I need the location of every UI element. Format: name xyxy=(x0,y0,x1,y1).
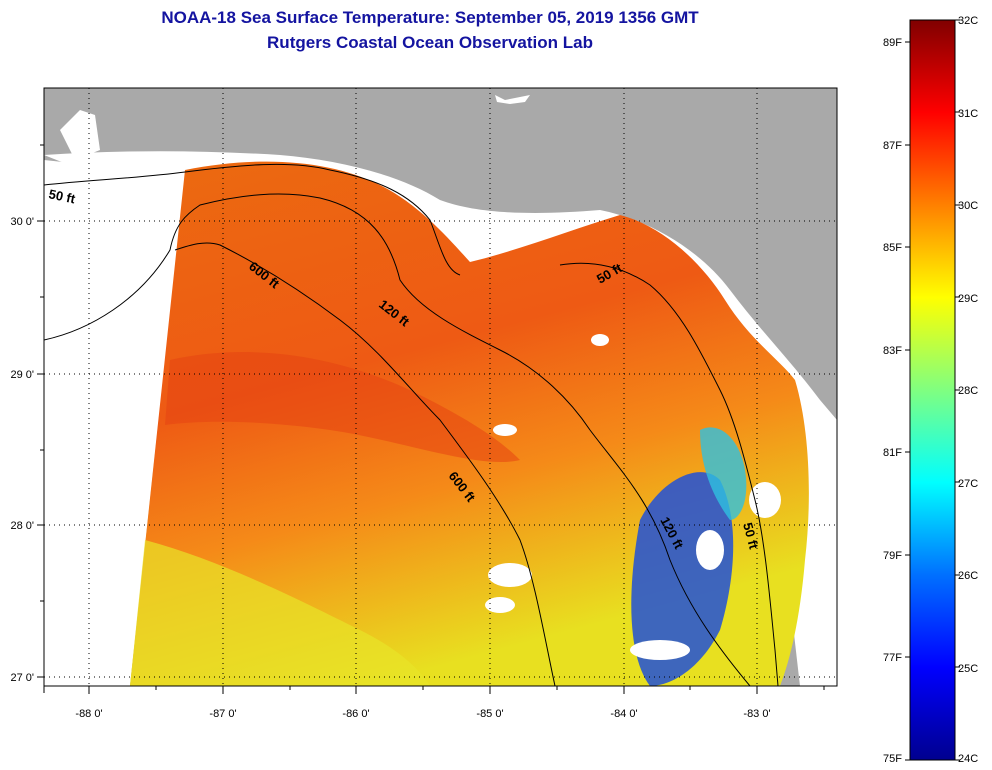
colorbar-celsius-label: 32C xyxy=(958,15,978,27)
cloud-gap xyxy=(749,482,781,518)
contour-120ft xyxy=(44,193,751,686)
colorbar-celsius-label: 28C xyxy=(958,385,978,397)
lon-tick-label: -83 0' xyxy=(743,708,770,720)
warm-core xyxy=(165,352,520,463)
colorbar-fahrenheit-label: 75F xyxy=(883,753,902,765)
no-data-sea xyxy=(44,160,185,686)
lon-tick-label: -88 0' xyxy=(75,708,102,720)
contour-label: 50 ft xyxy=(47,186,77,206)
contour-600ft xyxy=(174,242,556,686)
lon-tick-label: -86 0' xyxy=(342,708,369,720)
lat-tick-label: 29 0' xyxy=(10,369,34,381)
colorbar-ticks xyxy=(905,19,960,761)
colorbar-fahrenheit-label: 77F xyxy=(883,652,902,664)
land-outline xyxy=(495,95,530,104)
colorbar-fahrenheit-label: 89F xyxy=(883,37,902,49)
cool-plume xyxy=(631,472,734,686)
cool-plume-edge xyxy=(700,427,747,520)
colorbar-celsius-label: 30C xyxy=(958,200,978,212)
colorbar xyxy=(909,19,956,761)
cloud-gap xyxy=(630,640,690,660)
lon-tick-label: -87 0' xyxy=(209,708,236,720)
colorbar-celsius-label: 27C xyxy=(958,478,978,490)
lat-tick-label: 28 0' xyxy=(10,520,34,532)
contour-50ft-west xyxy=(44,163,461,276)
land-outline xyxy=(60,110,100,160)
cloud-gap xyxy=(485,597,515,613)
colorbar-fahrenheit-label: 83F xyxy=(883,345,902,357)
cloud-gap xyxy=(696,530,724,570)
colorbar-celsius-label: 25C xyxy=(958,663,978,675)
colorbar-fahrenheit-label: 79F xyxy=(883,550,902,562)
contour-label: 50 ft xyxy=(740,521,762,551)
map-panel: 50 ft 600 ft 120 ft 50 ft 600 ft 120 ft … xyxy=(44,88,837,686)
colorbar-celsius-label: 31C xyxy=(958,108,978,120)
colorbar-celsius-label: 26C xyxy=(958,570,978,582)
lat-tick-label: 30 0' xyxy=(10,216,34,228)
colorbar-fahrenheit-label: 87F xyxy=(883,140,902,152)
map-title: NOAA-18 Sea Surface Temperature: Septemb… xyxy=(161,8,699,27)
map-frame xyxy=(43,87,838,687)
contour-50ft-east xyxy=(559,262,779,686)
axis-ticks xyxy=(37,144,825,694)
cool-sw xyxy=(130,540,430,686)
colorbar-celsius-label: 29C xyxy=(958,293,978,305)
lon-tick-label: -85 0' xyxy=(476,708,503,720)
map-subtitle: Rutgers Coastal Ocean Observation Lab xyxy=(267,33,593,52)
cloud-gap xyxy=(591,334,609,346)
lon-tick-label: -84 0' xyxy=(610,708,637,720)
cloud-gap xyxy=(488,563,532,587)
graticule xyxy=(44,88,837,686)
colorbar-fahrenheit-label: 81F xyxy=(883,447,902,459)
colorbar-fahrenheit-label: 85F xyxy=(883,242,902,254)
lat-tick-label: 27 0' xyxy=(10,672,34,684)
colorbar-celsius-label: 24C xyxy=(958,753,978,765)
cloud-gap xyxy=(493,424,517,436)
